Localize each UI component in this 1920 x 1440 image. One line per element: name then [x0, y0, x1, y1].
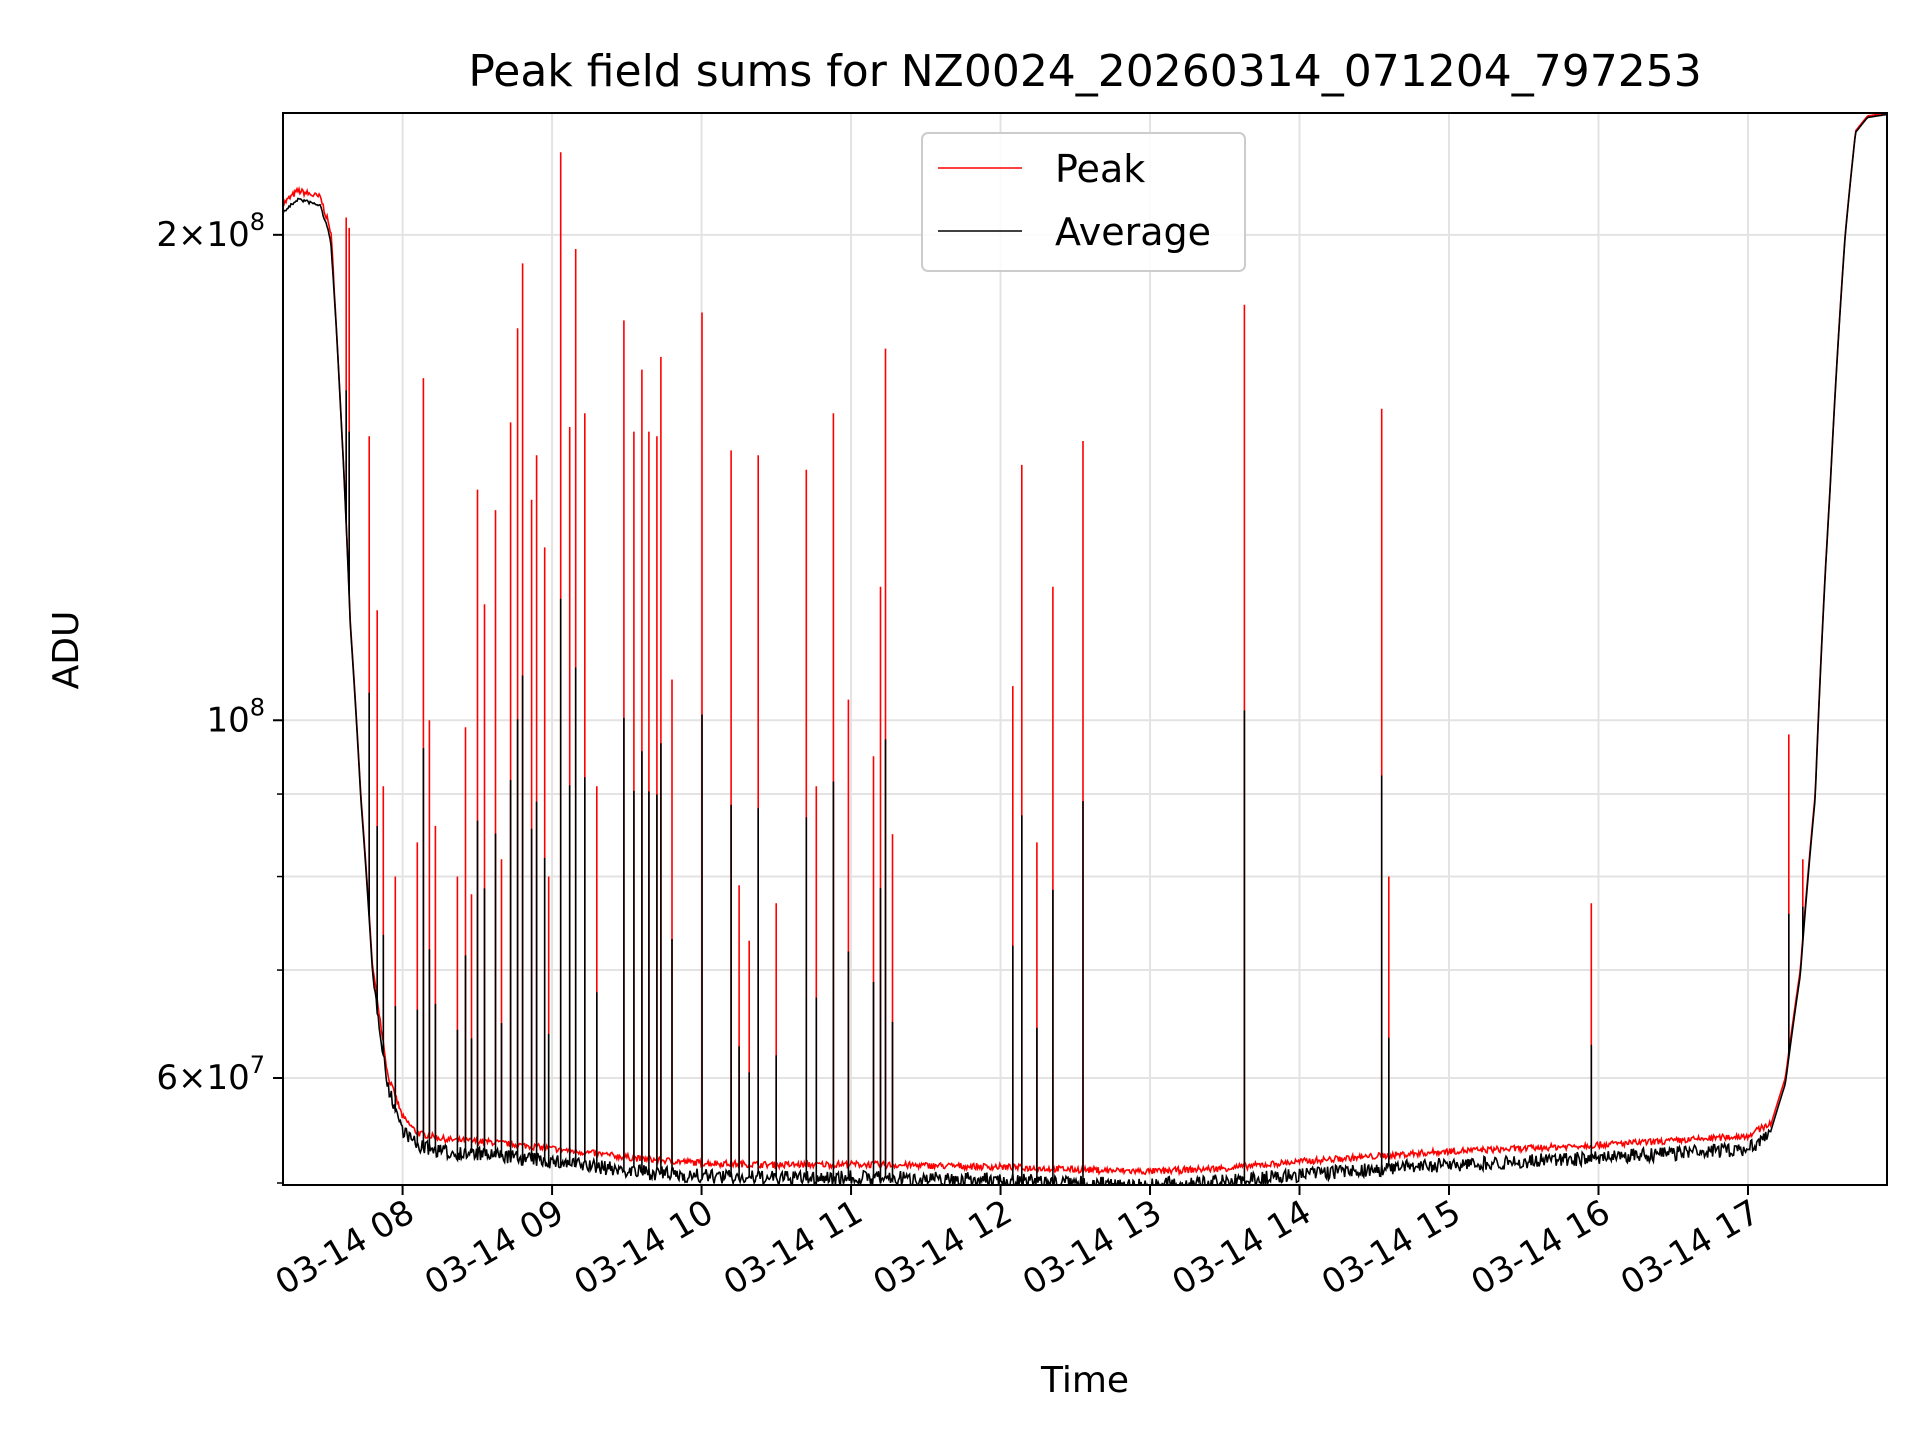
y-tick-label: 108: [206, 693, 265, 740]
series-line-peak: [283, 113, 1887, 1177]
chart-title: Peak field sums for NZ0024_20260314_0712…: [468, 46, 1701, 97]
y-tick-label: 2×108: [156, 208, 265, 255]
y-axis-ticks: 6×107 108 2×108: [156, 208, 283, 1184]
y-axis-label: ADU: [46, 611, 87, 690]
legend-label-average: Average: [1055, 210, 1211, 254]
legend: Peak Average: [921, 132, 1246, 272]
x-axis-label: Time: [1040, 1360, 1129, 1401]
series-line-average: [283, 113, 1887, 1185]
legend-label-peak: Peak: [1055, 147, 1145, 191]
y-tick-label: 6×107: [156, 1051, 265, 1098]
plot-frame: [282, 112, 1888, 1186]
